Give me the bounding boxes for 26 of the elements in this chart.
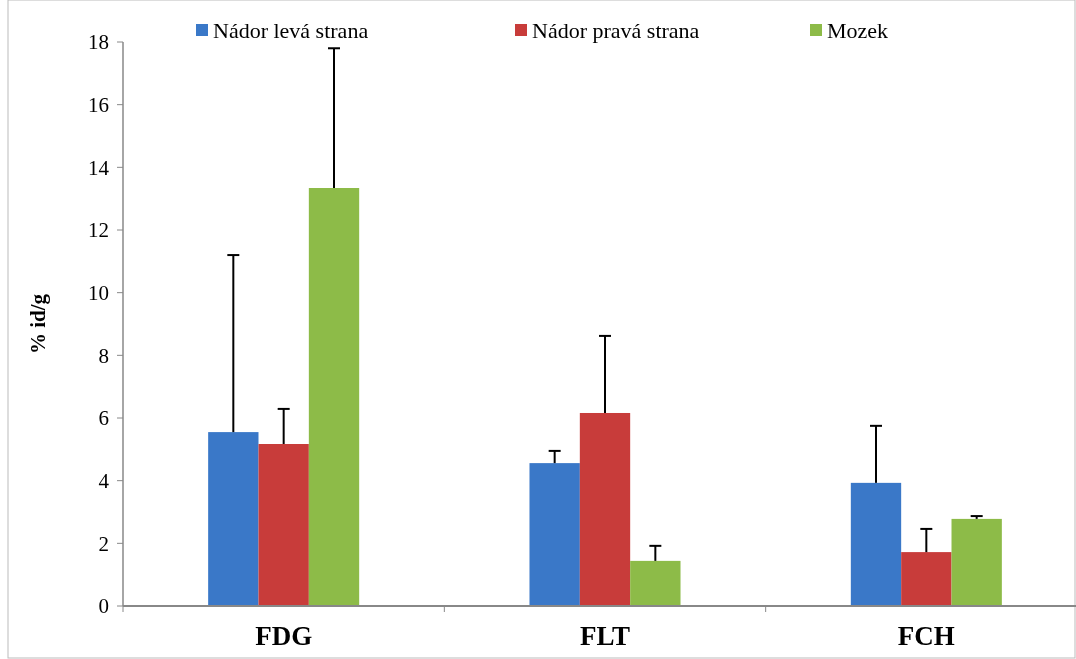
legend-label: Nádor pravá strana (532, 17, 700, 43)
y-tick-label: 18 (88, 30, 109, 55)
bar (208, 432, 259, 606)
y-tick-label: 8 (98, 343, 109, 368)
x-tick-label: FCH (897, 621, 955, 651)
bar (630, 560, 681, 606)
y-tick-label: 0 (98, 594, 109, 619)
y-tick-label: 6 (98, 406, 109, 431)
y-tick-label: 12 (88, 218, 109, 243)
bar (901, 552, 952, 606)
y-axis-title: % id/g (26, 293, 50, 355)
y-tick-label: 2 (98, 531, 109, 556)
y-tick-label: 14 (88, 155, 110, 180)
legend-label: Nádor levá strana (213, 17, 369, 43)
bar (579, 412, 631, 606)
bar (529, 463, 580, 606)
x-tick-label: FDG (255, 621, 313, 651)
y-tick-label: 10 (88, 281, 109, 306)
x-tick-label: FLT (579, 621, 631, 651)
bar (951, 518, 1002, 606)
y-tick-label: 16 (88, 93, 109, 118)
y-tick-label: 4 (98, 469, 110, 494)
bar (258, 444, 309, 606)
legend-label: Mozek (827, 17, 889, 43)
bar (308, 188, 360, 606)
bar (850, 482, 902, 606)
